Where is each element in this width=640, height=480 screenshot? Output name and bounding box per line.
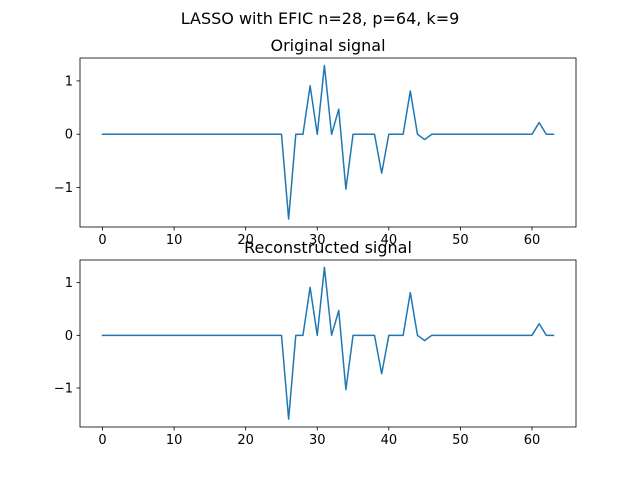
reconstructed-x-tick-label: 30 [309,433,326,448]
original-x-tick-label: 20 [237,233,254,248]
original-x-tick-label: 30 [309,233,326,248]
original-signal-panel: 0 10 20 30 40 50 60 −1 0 1 Original signal [54,36,577,248]
reconstructed-x-tick-label: 50 [452,433,469,448]
original-signal-title: Original signal [270,36,385,55]
original-signal-line [101,64,555,220]
original-x-tick-label: 40 [381,233,398,248]
original-x-tick-label: 10 [166,233,183,248]
original-y-tick-label: 0 [65,128,73,143]
reconstructed-y-tick-label: 1 [65,276,73,291]
reconstructed-axes-frame [79,259,577,428]
original-y-tick-label: −1 [54,181,73,196]
original-y-tick-label: 1 [65,74,73,89]
original-axes-frame [79,57,577,228]
reconstructed-x-tick-label: 20 [237,433,254,448]
reconstructed-signal-panel: 0 10 20 30 40 50 60 −1 0 1 Reconstructed signal [54,238,577,448]
figure-suptitle: LASSO with EFIC n=28, p=64, k=9 [181,9,460,28]
reconstructed-x-tick-label: 0 [98,433,106,448]
reconstructed-x-tick-label: 40 [381,433,398,448]
reconstructed-y-tick-label: −1 [54,382,73,397]
original-x-tick-label: 0 [98,233,106,248]
reconstructed-y-tick-label: 0 [65,329,73,344]
original-x-tick-label: 60 [524,233,541,248]
reconstructed-signal-title: Reconstructed signal [244,238,412,257]
reconstructed-x-tick-label: 10 [166,433,183,448]
original-x-tick-label: 50 [452,233,469,248]
reconstructed-signal-line [101,266,555,420]
reconstructed-x-tick-label: 60 [524,433,541,448]
